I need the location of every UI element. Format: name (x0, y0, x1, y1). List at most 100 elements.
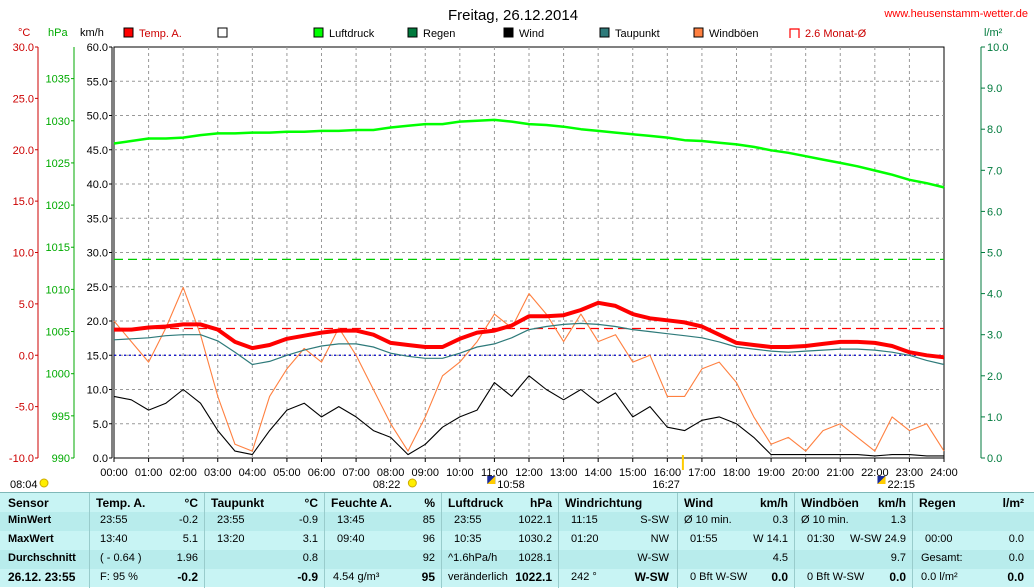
hum-cur: 95 (421, 570, 435, 584)
marker-label: 08:22 (373, 479, 401, 491)
legend-swatch (217, 27, 228, 38)
gust-max: W-SW 24.9 (849, 533, 906, 545)
row-avg-label: Durchschnitt (8, 552, 76, 564)
wind-unit-label: km/h (80, 27, 104, 39)
press-min: 1022.1 (518, 514, 552, 526)
marker-label: 10:58 (497, 479, 525, 491)
temp-tick-label: -10.0 (9, 453, 34, 465)
x-tick-label: 18:00 (723, 467, 751, 479)
rain-tick-label: 0.0 (987, 453, 1002, 465)
current-date: 26.12. 23:55 (8, 570, 76, 584)
x-tick-label: 01:00 (135, 467, 163, 479)
wind-tick-label: 40.0 (87, 179, 108, 191)
wind-tick-label: 30.0 (87, 248, 108, 260)
sunrise-icon (39, 478, 49, 488)
rain-tick-label: 6.0 (987, 206, 1002, 218)
pressure-tick-label: 1025 (46, 158, 70, 170)
x-tick-label: 19:00 (757, 467, 785, 479)
dew-max: 3.1 (302, 533, 318, 545)
dew-avg: 0.8 (302, 552, 318, 564)
wind-max-time: 01:55 (690, 533, 718, 545)
temp-tick-label: 10.0 (13, 248, 34, 260)
temp-tick-label: 15.0 (13, 196, 34, 208)
rain-header: Regen (919, 496, 956, 510)
moonrise-moon-glyph (487, 476, 496, 484)
pressure-tick-label: 990 (52, 453, 70, 465)
col-pressure: Luftdruck hPa 23:55 1022.1 10:35 1030.2 … (442, 493, 559, 588)
sun-icon (407, 478, 417, 488)
gust-max-time: 01:30 (807, 533, 835, 545)
wind-cur-note: 0 Bft W-SW (690, 571, 748, 583)
legend-swatch (407, 27, 418, 38)
x-tick-label: 21:00 (826, 467, 854, 479)
dew-max-time: 13:20 (217, 533, 245, 545)
press-cur: 1022.1 (515, 570, 552, 584)
x-tick-label: 08:00 (377, 467, 405, 479)
series-line-temp-a- (114, 300, 945, 360)
x-tick-label: 12:00 (515, 467, 543, 479)
wdir-min: S-SW (640, 514, 669, 526)
grid (114, 47, 944, 458)
x-tick-label: 16:00 (654, 467, 682, 479)
pressure-tick-label: 995 (52, 411, 70, 423)
x-tick-label: 04:00 (239, 467, 267, 479)
col-gusts: Windböen km/h Ø 10 min. 1.3 01:30 W-SW 2… (795, 493, 913, 588)
wind-tick-label: 20.0 (87, 316, 108, 328)
pressure-tick-label: 1010 (46, 284, 70, 296)
legend-label: Windböen (709, 28, 759, 40)
gust-unit: km/h (877, 496, 906, 510)
wind-min-time: Ø 10 min. (684, 514, 732, 526)
pressure-tick-label: 1005 (46, 327, 70, 339)
x-tick-label: 06:00 (308, 467, 336, 479)
rain-min-time: 00:00 (925, 533, 953, 545)
col-sensor: Sensor MinWert MaxWert Durchschnitt 26.1… (0, 493, 90, 588)
rain-tick-label: 2.0 (987, 371, 1002, 383)
x-tick-label: 00:00 (100, 467, 128, 479)
dew-min-time: 23:55 (217, 514, 245, 526)
rain-tick-label: 7.0 (987, 165, 1002, 177)
sun-moon-markers: 08:04 08:22 10:58 16:27 22:15 (10, 455, 915, 491)
wind-tick-label: 35.0 (87, 213, 108, 225)
legend-label: Luftdruck (329, 28, 375, 40)
row-max-label: MaxWert (8, 533, 54, 545)
pressure-tick-label: 1000 (46, 369, 70, 381)
hum-cur-note: 4.54 g/m³ (333, 571, 380, 583)
reference-lines (114, 258, 944, 356)
rain-unit-label: l/m² (984, 27, 1003, 39)
sensor-header: Sensor (8, 496, 49, 510)
wind-max: W 14.1 (753, 533, 788, 545)
gust-avg: 9.7 (890, 552, 906, 564)
dew-min: -0.9 (299, 514, 318, 526)
rain-tick-label: 4.0 (987, 289, 1002, 301)
wdir-cur: W-SW (634, 570, 669, 584)
gust-cur: 0.0 (889, 570, 906, 584)
axes: 30.0 25.0 20.0 15.0 10.0 5.0 0.0 -5.0 -10.0 1035 1… (9, 42, 1009, 479)
wind-tick-label: 0.0 (93, 453, 108, 465)
temp-tick-label: -5.0 (15, 402, 34, 414)
hum-max: 96 (422, 533, 435, 545)
site-link[interactable]: www.heusenstamm-wetter.de (883, 8, 1028, 20)
temp-header: Temp. A. (96, 496, 146, 510)
col-wind: Wind km/h Ø 10 min. 0.3 01:55 W 14.1 4.5… (678, 493, 795, 588)
wdir-min-time: 11:15 (571, 514, 598, 526)
wdir-header: Windrichtung (565, 496, 643, 510)
x-tick-label: 14:00 (584, 467, 612, 479)
temp-min: -0.2 (179, 514, 198, 526)
x-tick-label: 24:00 (930, 467, 958, 479)
x-tick-label: 05:00 (273, 467, 301, 479)
wind-unit: km/h (759, 496, 788, 510)
wind-min: 0.3 (772, 514, 788, 526)
hum-avg: 92 (422, 552, 435, 564)
press-cur-note: veränderlich (448, 571, 508, 583)
wdir-avg: W-SW (637, 552, 669, 564)
rain-unit: l/m² (1002, 496, 1024, 510)
legend-swatch (123, 27, 134, 38)
press-header: Luftdruck (448, 496, 504, 510)
rain-avg-note: Gesamt: (921, 552, 963, 564)
rain-tick-label: 3.0 (987, 330, 1002, 342)
series-line-taupunkt (113, 322, 945, 366)
legend: Temp. A. Luftdruck Regen Wind Taupunkt Windbö… (123, 27, 867, 40)
wdir-max: NW (650, 533, 669, 545)
gust-cur-note: 0 Bft W-SW (807, 571, 865, 583)
x-tick-label: 20:00 (792, 467, 820, 479)
